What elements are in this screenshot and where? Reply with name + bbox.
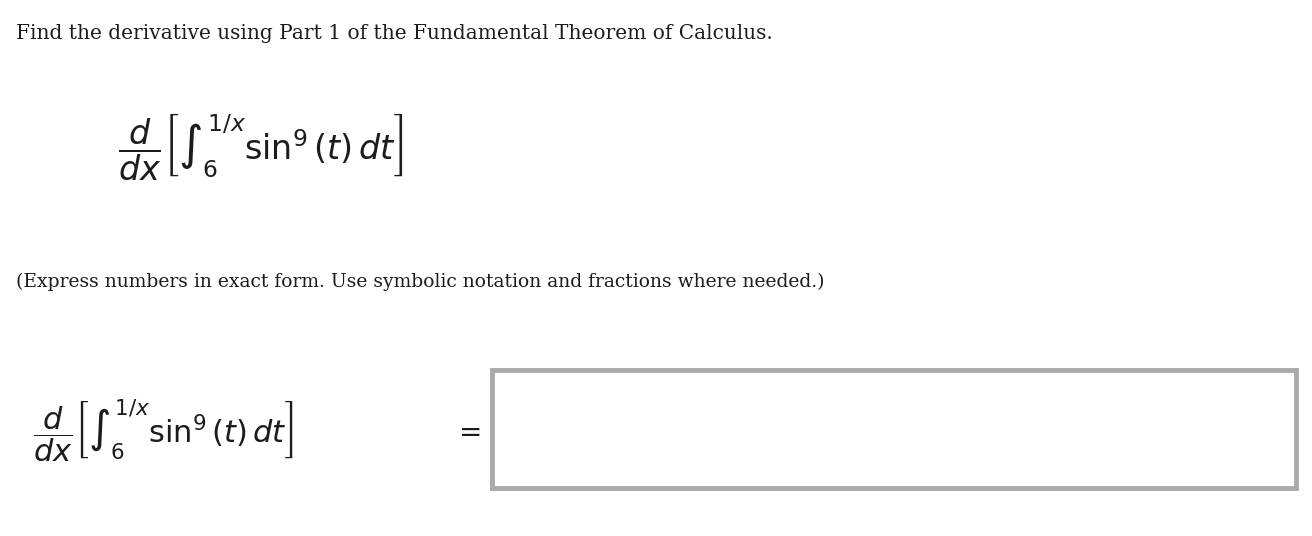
Text: (Express numbers in exact form. Use symbolic notation and fractions where needed: (Express numbers in exact form. Use symb… xyxy=(16,272,824,291)
Text: $\dfrac{d}{dx}\left[\int_{6}^{1/x} \sin^{9}(t)\, dt\right]$: $\dfrac{d}{dx}\left[\int_{6}^{1/x} \sin^… xyxy=(33,398,294,465)
Text: Find the derivative using Part 1 of the Fundamental Theorem of Calculus.: Find the derivative using Part 1 of the … xyxy=(16,24,773,43)
FancyBboxPatch shape xyxy=(492,370,1296,488)
Text: $=$: $=$ xyxy=(453,418,480,445)
Text: $\dfrac{d}{dx}\left[\int_{6}^{1/x} \sin^{9}(t)\, dt\right]$: $\dfrac{d}{dx}\left[\int_{6}^{1/x} \sin^… xyxy=(118,111,403,183)
